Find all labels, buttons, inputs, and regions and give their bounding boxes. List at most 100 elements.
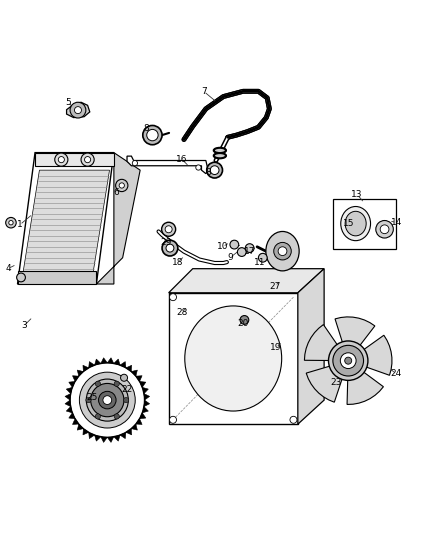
Ellipse shape xyxy=(185,306,282,411)
Circle shape xyxy=(162,222,176,236)
Text: 24: 24 xyxy=(391,369,402,378)
Circle shape xyxy=(240,316,249,324)
Polygon shape xyxy=(126,365,132,372)
Circle shape xyxy=(85,157,91,163)
Polygon shape xyxy=(69,382,75,387)
Polygon shape xyxy=(114,435,120,441)
Text: 10: 10 xyxy=(217,243,228,251)
Circle shape xyxy=(74,107,81,114)
Circle shape xyxy=(55,153,68,166)
Circle shape xyxy=(17,273,25,282)
Circle shape xyxy=(328,341,368,381)
Circle shape xyxy=(380,225,389,233)
Polygon shape xyxy=(120,361,126,368)
Polygon shape xyxy=(65,394,71,400)
Bar xyxy=(169,293,298,424)
Polygon shape xyxy=(95,359,101,365)
Polygon shape xyxy=(73,419,79,424)
Polygon shape xyxy=(304,325,338,360)
Polygon shape xyxy=(107,358,114,364)
Ellipse shape xyxy=(214,153,226,158)
Polygon shape xyxy=(67,102,90,118)
Polygon shape xyxy=(127,156,208,174)
Polygon shape xyxy=(126,429,132,435)
Polygon shape xyxy=(83,365,88,372)
Circle shape xyxy=(95,414,100,419)
Text: 3: 3 xyxy=(21,321,27,330)
Polygon shape xyxy=(136,376,142,382)
Bar xyxy=(333,199,396,249)
Text: 8: 8 xyxy=(144,124,150,133)
Circle shape xyxy=(70,102,86,118)
Circle shape xyxy=(245,244,254,253)
Polygon shape xyxy=(101,358,107,364)
Text: 19: 19 xyxy=(270,343,282,352)
Polygon shape xyxy=(306,366,343,402)
Polygon shape xyxy=(88,361,95,368)
Polygon shape xyxy=(66,387,72,394)
Circle shape xyxy=(170,416,177,423)
Text: 11: 11 xyxy=(254,257,265,266)
Polygon shape xyxy=(131,370,138,376)
Text: 7: 7 xyxy=(201,87,207,96)
Polygon shape xyxy=(77,424,83,430)
Circle shape xyxy=(120,374,127,381)
Polygon shape xyxy=(298,269,324,424)
Polygon shape xyxy=(142,387,148,394)
Text: 22: 22 xyxy=(121,385,133,394)
Polygon shape xyxy=(96,152,140,284)
Ellipse shape xyxy=(345,211,366,236)
Polygon shape xyxy=(66,407,72,413)
Text: 23: 23 xyxy=(331,378,342,387)
Circle shape xyxy=(143,125,162,145)
Text: 5: 5 xyxy=(65,98,71,107)
Ellipse shape xyxy=(341,206,371,241)
Text: 13: 13 xyxy=(351,190,363,199)
Polygon shape xyxy=(18,152,114,284)
Circle shape xyxy=(114,414,119,419)
Circle shape xyxy=(81,153,94,166)
Polygon shape xyxy=(22,170,110,280)
Polygon shape xyxy=(88,432,95,439)
Polygon shape xyxy=(120,432,126,439)
Circle shape xyxy=(274,243,291,260)
Text: 14: 14 xyxy=(391,218,402,227)
Polygon shape xyxy=(347,371,383,405)
Text: 27: 27 xyxy=(269,282,281,290)
Text: 28: 28 xyxy=(176,308,187,317)
Polygon shape xyxy=(65,400,71,407)
Circle shape xyxy=(58,157,64,163)
Circle shape xyxy=(132,160,138,166)
Circle shape xyxy=(116,179,128,191)
Polygon shape xyxy=(77,370,83,376)
Polygon shape xyxy=(73,376,79,382)
Polygon shape xyxy=(18,271,96,284)
Polygon shape xyxy=(140,382,146,387)
Text: 18: 18 xyxy=(172,257,183,266)
Circle shape xyxy=(99,391,116,409)
Circle shape xyxy=(79,372,135,428)
Circle shape xyxy=(86,398,91,403)
Circle shape xyxy=(207,162,223,178)
Text: 8: 8 xyxy=(205,168,211,177)
Circle shape xyxy=(237,248,246,256)
Circle shape xyxy=(114,381,119,386)
Text: 6: 6 xyxy=(113,188,119,197)
Polygon shape xyxy=(140,413,146,419)
Text: 29: 29 xyxy=(160,238,171,247)
Text: 17: 17 xyxy=(244,247,255,256)
Circle shape xyxy=(6,217,16,228)
Circle shape xyxy=(290,416,297,423)
Text: 9: 9 xyxy=(227,253,233,262)
Circle shape xyxy=(166,244,174,252)
Circle shape xyxy=(70,363,145,437)
Circle shape xyxy=(165,226,172,233)
Circle shape xyxy=(9,221,13,225)
Text: 4: 4 xyxy=(5,264,11,273)
Polygon shape xyxy=(35,152,114,166)
Polygon shape xyxy=(335,317,375,347)
Circle shape xyxy=(103,395,112,405)
Circle shape xyxy=(230,240,239,249)
Circle shape xyxy=(210,166,219,174)
Polygon shape xyxy=(95,435,101,441)
